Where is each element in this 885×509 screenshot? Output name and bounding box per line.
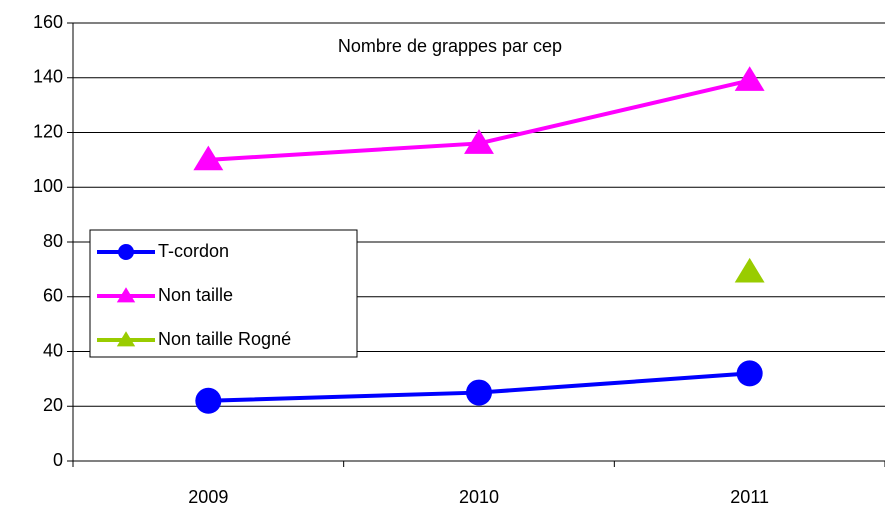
marker xyxy=(195,387,222,414)
legend-label: Non taille Rogné xyxy=(158,329,291,349)
y-tick-label: 160 xyxy=(33,12,63,32)
y-tick-label: 140 xyxy=(33,67,63,87)
legend-label: T-cordon xyxy=(158,241,229,261)
y-tick-label: 100 xyxy=(33,176,63,196)
legend-label: Non taille xyxy=(158,285,233,305)
x-tick-label: 2011 xyxy=(730,487,769,507)
marker xyxy=(736,360,763,387)
marker xyxy=(734,66,765,91)
marker xyxy=(734,257,765,283)
legend-marker xyxy=(116,331,136,347)
y-tick-label: 40 xyxy=(43,340,63,360)
legend-marker xyxy=(116,287,136,303)
marker xyxy=(193,145,224,171)
y-tick-label: 60 xyxy=(43,286,63,306)
y-tick-label: 20 xyxy=(43,395,63,415)
legend-marker xyxy=(118,244,134,260)
x-tick-label: 2009 xyxy=(188,487,228,507)
marker xyxy=(466,379,492,406)
y-tick-label: 80 xyxy=(43,231,63,251)
chart-title: Nombre de grappes par cep xyxy=(338,36,562,56)
y-tick-label: 120 xyxy=(33,121,63,141)
marker xyxy=(464,129,494,154)
y-tick-label: 0 xyxy=(53,450,63,470)
x-tick-label: 2010 xyxy=(459,487,499,507)
